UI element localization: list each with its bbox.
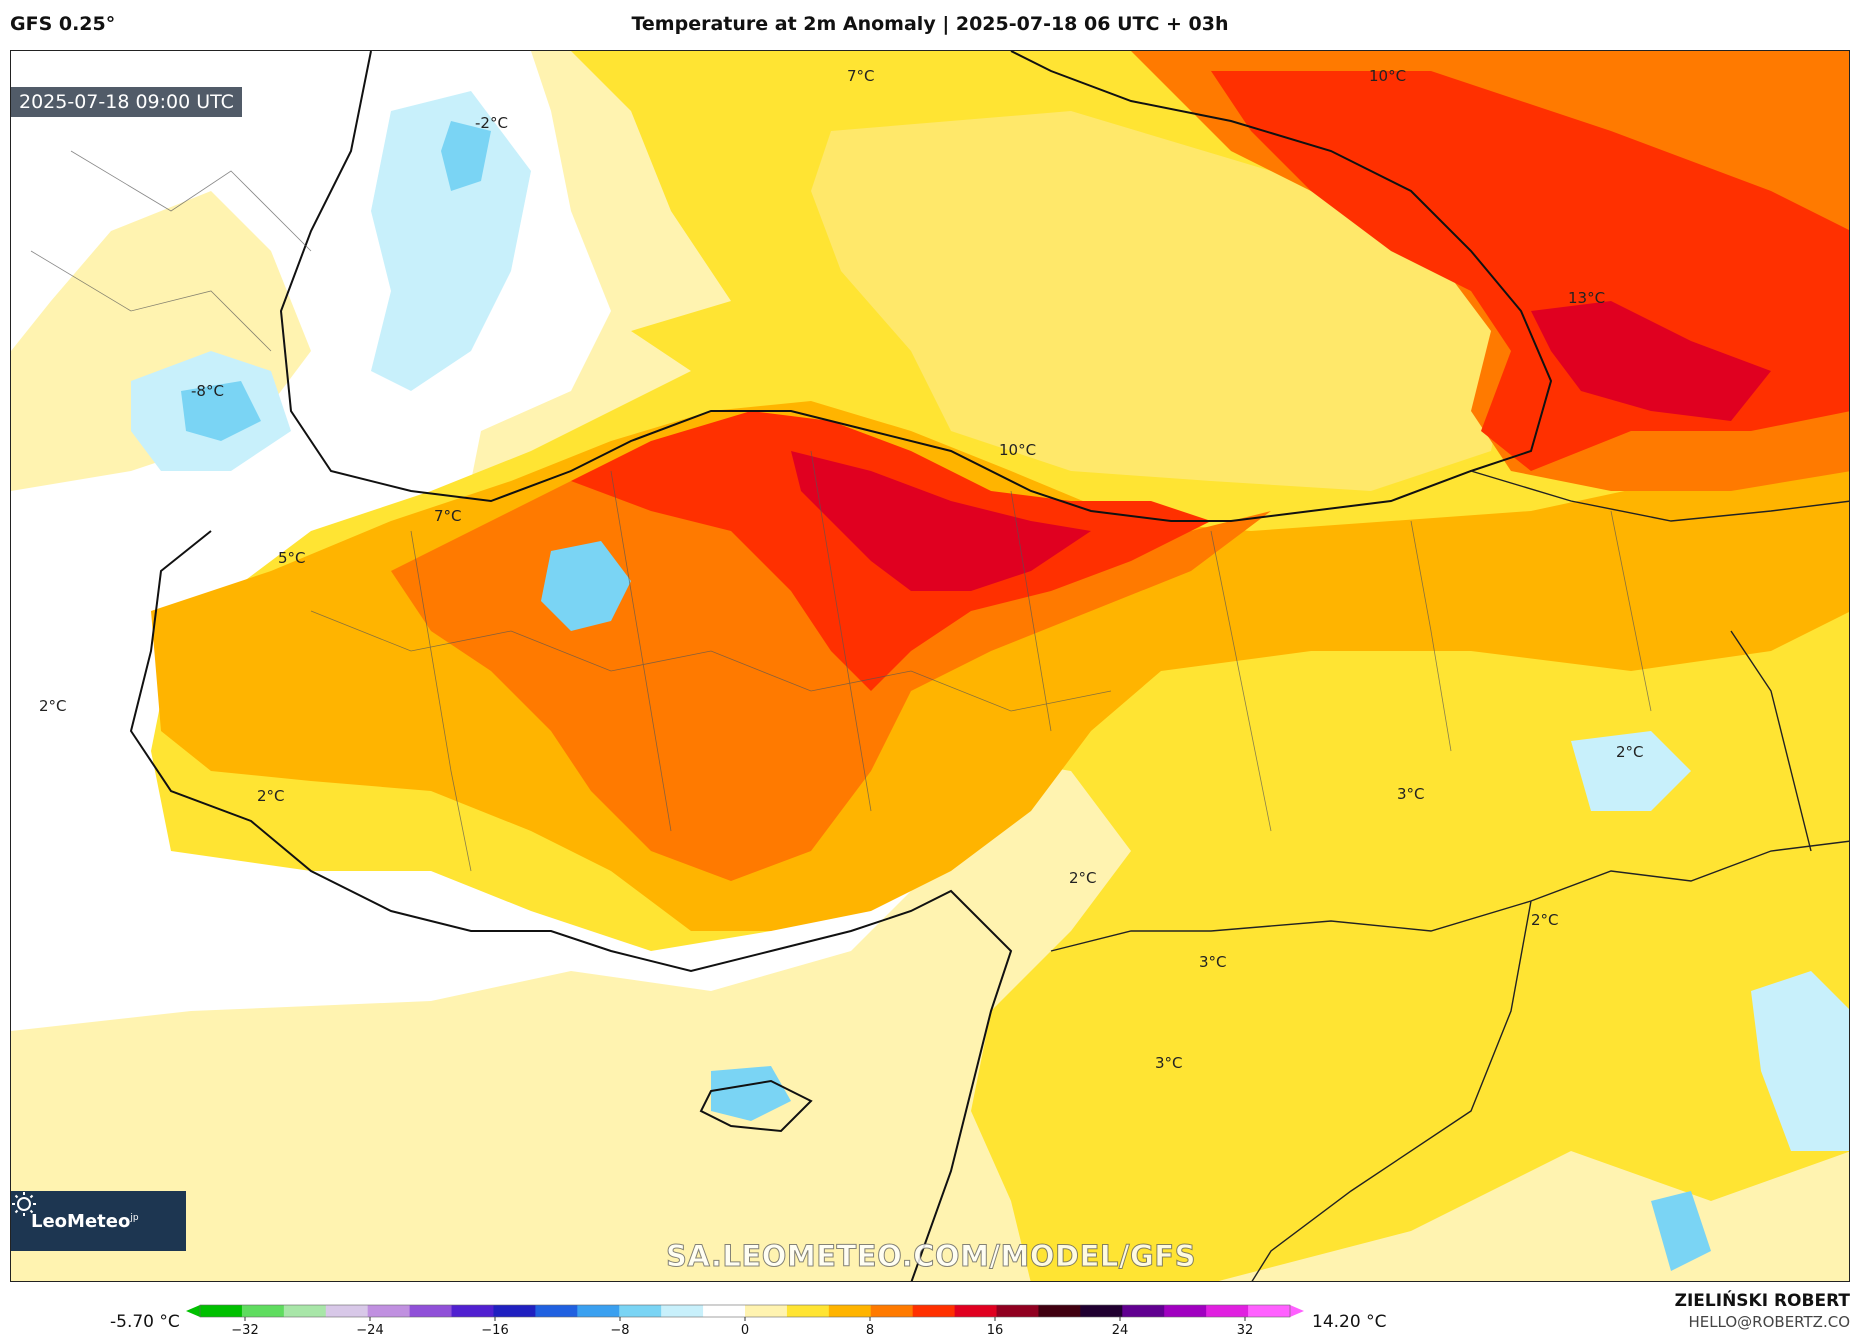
cold-anomaly-west-core	[181, 381, 261, 441]
colorbar-swatch	[1206, 1305, 1249, 1317]
contour-labels: -2°C 7°C 10°C -8°C 13°C 10°C 7°C 5°C 2°C…	[39, 67, 1644, 1072]
colorbar-max-label: 14.20 °C	[1312, 1312, 1387, 1332]
colorbar-swatch	[283, 1305, 327, 1317]
colorbar-swatch	[1080, 1305, 1123, 1317]
cold-anomaly-cyprus	[711, 1066, 791, 1121]
colorbar-tick-label: −24	[356, 1323, 383, 1338]
coastlines	[129, 51, 1553, 1281]
anomaly-field-crimson-northeast	[1531, 301, 1771, 421]
colorbar-tick-label: −16	[481, 1323, 508, 1338]
anomaly-field-crimson	[791, 451, 1091, 591]
colorbar-extend-high	[1290, 1305, 1304, 1317]
contour-label: 3°C	[1155, 1054, 1183, 1072]
contour-label: 2°C	[1531, 911, 1559, 929]
contour-label: 10°C	[999, 441, 1036, 459]
leometeo-logo[interactable]: LeoMeteojp	[11, 1191, 186, 1251]
colorbar-swatch	[619, 1305, 662, 1317]
colorbar-swatch	[870, 1305, 914, 1317]
map-canvas: -2°C 7°C 10°C -8°C 13°C 10°C 7°C 5°C 2°C…	[11, 51, 1849, 1281]
contour-label: 5°C	[278, 549, 306, 567]
sun-icon	[12, 1192, 36, 1216]
colorbar-swatch	[1038, 1305, 1081, 1317]
contour-label: 7°C	[847, 67, 875, 85]
colorbar-tick-label: −32	[231, 1323, 258, 1338]
country-borders	[1050, 470, 1849, 1281]
colorbar-swatch	[786, 1305, 830, 1317]
colorbar-swatch	[912, 1305, 956, 1317]
colorbar-swatch	[745, 1305, 788, 1317]
author-credit: ZIELIŃSKI ROBERT	[1674, 1291, 1850, 1311]
colorbar-swatch	[241, 1305, 285, 1317]
cold-anomaly-east	[1751, 971, 1849, 1151]
contour-label: 13°C	[1568, 289, 1605, 307]
valid-time-badge: 2025-07-18 09:00 UTC	[11, 87, 242, 117]
colorbar-tick-label: 0	[741, 1323, 749, 1338]
colorbar-tick-label: −8	[610, 1323, 629, 1338]
logo-text: LeoMeteojp	[31, 1210, 139, 1232]
colorbar-extend-low	[186, 1305, 200, 1317]
contour-label: 2°C	[1069, 869, 1097, 887]
colorbar-tick-label: 16	[987, 1323, 1004, 1338]
colorbar-swatch	[451, 1305, 494, 1317]
contour-label: -8°C	[191, 382, 224, 400]
colorbar-tick-label: 24	[1112, 1323, 1129, 1338]
contour-label: 7°C	[434, 507, 462, 525]
author-email[interactable]: HELLO@ROBERTZ.CO	[1688, 1313, 1850, 1331]
model-label: GFS 0.25°	[10, 13, 116, 35]
cold-anomaly-lake	[541, 541, 631, 631]
province-borders	[30, 150, 1652, 872]
contour-label: 3°C	[1397, 785, 1425, 803]
anomaly-map[interactable]: -2°C 7°C 10°C -8°C 13°C 10°C 7°C 5°C 2°C…	[10, 50, 1850, 1282]
contour-label: -2°C	[475, 114, 508, 132]
colorbar-swatch	[367, 1305, 411, 1317]
contour-label: 2°C	[257, 787, 285, 805]
cold-anomaly-balkans	[371, 91, 531, 391]
colorbar-tick-label: 32	[1237, 1323, 1254, 1338]
colorbar-swatch	[493, 1305, 536, 1317]
colorbar: −32 −24 −16 −8 0 8 16 24 32	[186, 1304, 1304, 1338]
colorbar-swatch	[1164, 1305, 1207, 1317]
colorbar-swatch	[1122, 1305, 1165, 1317]
contour-label: 10°C	[1369, 67, 1406, 85]
colorbar-area: −32 −24 −16 −8 0 8 16 24 32	[0, 1285, 1860, 1339]
colorbar-swatch	[954, 1305, 998, 1317]
cold-anomaly-south	[1651, 1191, 1711, 1271]
colorbar-min-label: -5.70 °C	[110, 1312, 180, 1332]
colorbar-tick-label: 8	[866, 1323, 874, 1338]
source-watermark: SA.LEOMETEO.COM/MODEL/GFS	[666, 1239, 1196, 1274]
colorbar-swatch	[325, 1305, 369, 1317]
colorbar-swatch	[577, 1305, 620, 1317]
colorbar-swatch	[200, 1305, 243, 1317]
chart-title: Temperature at 2m Anomaly | 2025-07-18 0…	[631, 13, 1229, 35]
cold-anomaly-balkans-core	[441, 121, 491, 191]
colorbar-swatch	[535, 1305, 578, 1317]
colorbar-swatch	[661, 1305, 704, 1317]
colorbar-swatch	[703, 1305, 746, 1317]
colorbar-swatch	[828, 1305, 872, 1317]
contour-label: 3°C	[1199, 953, 1227, 971]
contour-label: 2°C	[39, 697, 67, 715]
colorbar-swatch	[1248, 1305, 1291, 1317]
colorbar-swatch	[409, 1305, 453, 1317]
cold-anomaly-iraq	[1571, 731, 1691, 811]
contour-label: 2°C	[1616, 743, 1644, 761]
colorbar-swatch	[996, 1305, 1039, 1317]
